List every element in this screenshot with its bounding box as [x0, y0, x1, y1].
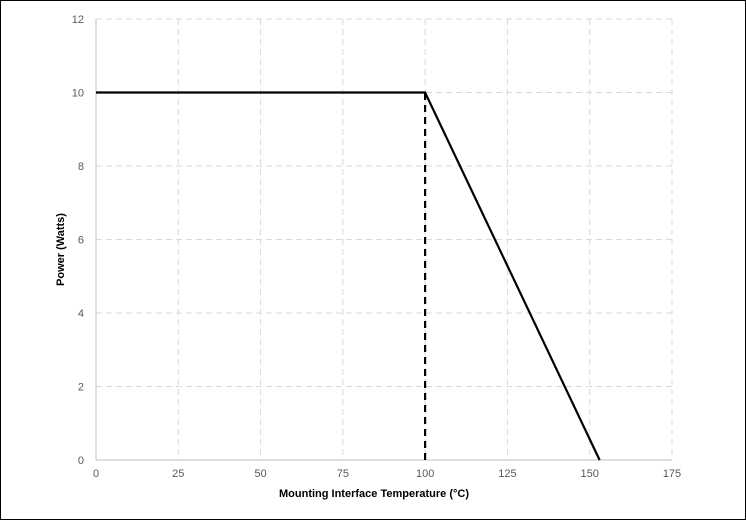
y-tick-label: 0 — [78, 455, 84, 467]
y-axis-title: Power (Watts) — [55, 213, 67, 286]
x-tick-label: 100 — [416, 468, 434, 480]
gridlines — [96, 18, 673, 460]
axes — [95, 19, 672, 461]
series — [96, 91, 601, 461]
y-tick-label: 10 — [72, 88, 84, 100]
y-tick-label: 2 — [78, 382, 84, 394]
x-tick-label: 25 — [172, 468, 184, 480]
x-tick-label: 50 — [254, 468, 266, 480]
y-tick-label: 8 — [78, 161, 84, 173]
y-tick-label: 6 — [78, 235, 84, 247]
x-axis-title: Mounting Interface Temperature (°C) — [279, 488, 469, 500]
x-tick-label: 175 — [663, 468, 681, 480]
tick-labels: 0 2 4 6 8 10 12 0 25 50 75 100 125 150 175 — [72, 14, 681, 480]
x-tick-label: 125 — [498, 468, 516, 480]
power-derating-line — [96, 91, 601, 461]
x-tick-label: 75 — [337, 468, 349, 480]
y-tick-label: 4 — [78, 308, 84, 320]
x-tick-label: 0 — [93, 468, 99, 480]
y-tick-label: 12 — [72, 14, 84, 26]
x-tick-label: 150 — [581, 468, 599, 480]
